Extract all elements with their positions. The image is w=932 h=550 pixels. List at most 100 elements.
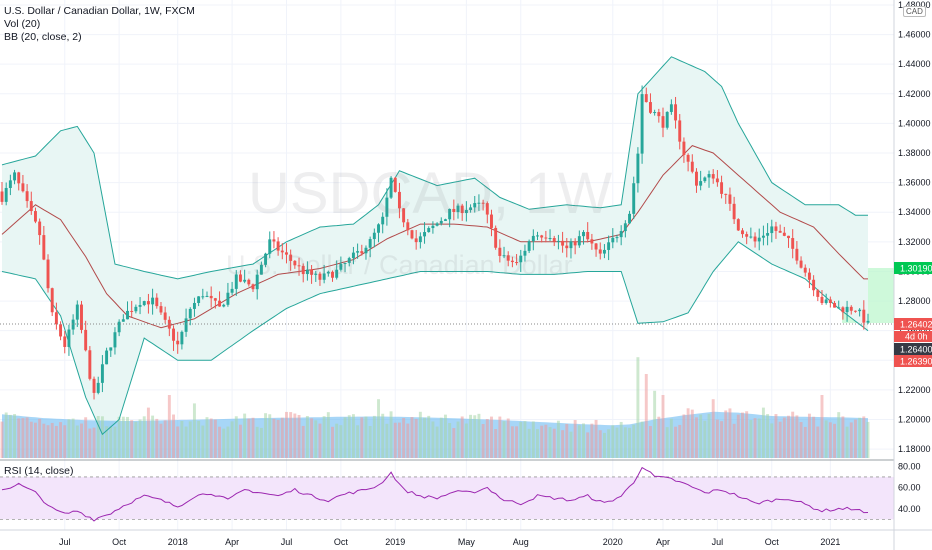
volume-bar-44: [184, 426, 188, 458]
candle-body-156: [653, 112, 657, 114]
candle-body-185: [774, 226, 778, 231]
bollinger-lower-band: [1, 241, 869, 436]
candle-body-172: [720, 182, 724, 194]
candle-body-183: [766, 233, 770, 236]
volume-bar-141: [590, 423, 594, 458]
candle-body-201: [841, 307, 845, 313]
candle-body-113: [473, 203, 477, 208]
target-price-tag: [894, 262, 932, 274]
candle-body-178: [745, 234, 749, 237]
candle-body-77: [322, 273, 326, 280]
volume-bar-90: [377, 399, 380, 458]
volume-bar-160: [669, 418, 673, 458]
volume-bar-130: [544, 424, 548, 458]
volume-bar-46: [192, 403, 196, 458]
candle-body-179: [749, 236, 753, 238]
candle-body-35: [146, 301, 150, 305]
candle-body-132: [552, 237, 556, 242]
candle-body-165: [690, 161, 694, 172]
time-axis[interactable]: Jul Oct 2018 Apr Jul Oct 2019 May Aug 2020 Apr Jul O…: [59, 537, 840, 547]
candle-body-167: [699, 181, 703, 186]
countdown-tag: [894, 331, 932, 342]
time-tick-0: Jul: [59, 537, 71, 547]
volume-bar-104: [435, 426, 439, 458]
candle-body-49: [205, 295, 209, 297]
candle-body-180: [753, 236, 757, 242]
volume-bar-76: [318, 423, 322, 458]
candle-body-130: [544, 237, 548, 239]
volume-bar-183: [766, 414, 770, 458]
volume-bar-178: [745, 411, 749, 458]
candle-body-111: [464, 210, 468, 214]
volume-bar-185: [774, 414, 778, 458]
candle-body-174: [728, 194, 732, 204]
candle-body-151: [632, 183, 636, 214]
price-tick-2: 1.22000: [898, 385, 931, 395]
bollinger-legend[interactable]: BB (20, close, 2): [4, 31, 82, 43]
candle-body-102: [427, 228, 431, 233]
candle-body-115: [481, 202, 485, 204]
candle-body-39: [163, 312, 167, 320]
volume-bar-92: [385, 423, 389, 458]
volume-bar-47: [197, 420, 201, 458]
candle-body-118: [494, 227, 498, 248]
price-tick-11: 1.40000: [898, 118, 931, 128]
candle-body-164: [686, 154, 690, 162]
volume-bar-145: [607, 429, 611, 458]
volume-bar-115: [481, 424, 485, 458]
candle-body-198: [828, 299, 832, 303]
candle-body-76: [318, 273, 322, 280]
candle-body-12: [50, 288, 54, 313]
candle-body-148: [619, 231, 623, 238]
volume-bar-8: [34, 422, 37, 458]
volume-bar-54: [226, 426, 230, 458]
volume-bar-101: [423, 417, 427, 458]
candle-body-141: [590, 239, 594, 244]
price-axis[interactable]: 1.180001.200001.220001.240001.260001.280…: [898, 0, 931, 454]
volume-legend[interactable]: Vol (20): [4, 18, 41, 30]
volume-bar-18: [75, 425, 79, 458]
candle-body-114: [477, 202, 481, 204]
candle-body-48: [201, 296, 205, 298]
candle-body-63: [264, 253, 268, 265]
volume-bar-180: [753, 418, 757, 458]
volume-bar-109: [456, 421, 460, 458]
rsi-legend[interactable]: RSI (14, close): [4, 465, 74, 477]
volume-bar-113: [473, 415, 477, 458]
volume-bar-2: [8, 414, 12, 458]
candle-body-160: [669, 104, 673, 112]
volume-bar-100: [418, 411, 422, 458]
volume-bar-56: [234, 416, 238, 458]
price-tick-5: 1.28000: [898, 296, 931, 306]
candle-body-79: [331, 271, 334, 278]
volume-bar-147: [615, 427, 619, 458]
candle-body-26: [109, 347, 113, 351]
volume-bar-22: [92, 427, 96, 458]
volume-bar-112: [469, 414, 473, 458]
candle-body-65: [272, 239, 276, 242]
volume-bar-167: [699, 414, 703, 458]
chart-title[interactable]: U.S. Dollar / Canadian Dollar, 1W, FXCM: [4, 5, 195, 17]
candle-body-134: [561, 240, 565, 246]
candle-body-71: [297, 265, 301, 267]
watermark-name: U.S. Dollar / Canadian Dollar: [226, 250, 573, 280]
volume-bar-170: [711, 399, 715, 458]
volume-bar-25: [105, 426, 109, 458]
candle-body-81: [339, 263, 343, 270]
time-tick-10: Apr: [656, 537, 670, 547]
candle-body-186: [778, 230, 782, 233]
candle-body-80: [335, 269, 339, 278]
candle-body-94: [393, 177, 397, 192]
candle-body-97: [406, 222, 410, 231]
volume-bar-163: [682, 414, 686, 458]
volume-bar-193: [807, 413, 811, 458]
volume-bar-17: [71, 418, 75, 458]
volume-bar-156: [653, 390, 657, 458]
candle-body-0: [0, 191, 4, 202]
currency-badge[interactable]: CAD: [903, 6, 926, 17]
volume-bar-150: [628, 427, 632, 458]
volume-bar-77: [322, 416, 326, 458]
rsi-axis[interactable]: 40.00 60.00 80.00: [898, 461, 921, 513]
volume-bar-28: [117, 416, 121, 458]
